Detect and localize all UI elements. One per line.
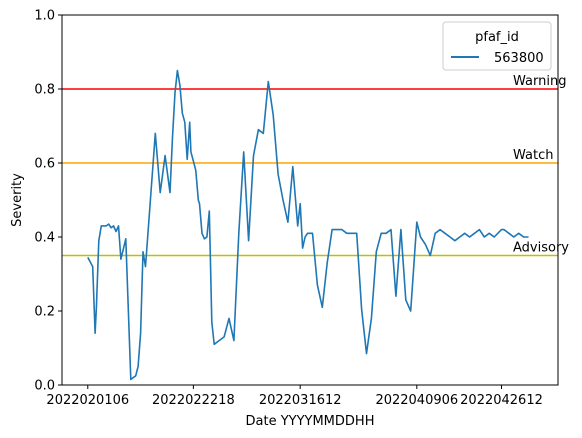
threshold-lines bbox=[62, 88, 558, 257]
x-axis-ticks: 2022020106 2022022218 2022031612 2022040906… bbox=[46, 385, 543, 408]
x-tick-label: 2022040906 bbox=[375, 393, 458, 408]
threshold-label-watch: Watch bbox=[513, 148, 553, 163]
series-lines bbox=[87, 69, 529, 381]
plot-area-frame bbox=[61, 14, 559, 386]
x-tick-label: 2022020106 bbox=[46, 393, 129, 408]
y-tick-label: 0.6 bbox=[34, 157, 55, 172]
legend-label-563800: 563800 bbox=[494, 51, 544, 66]
series-line-563800 bbox=[87, 69, 529, 381]
y-tick-label: 0.0 bbox=[34, 379, 55, 394]
y-tick-label: 0.2 bbox=[34, 305, 55, 320]
threshold-label-advisory: Advisory bbox=[513, 241, 569, 256]
x-tick-label: 2022031612 bbox=[259, 393, 342, 408]
y-tick-label: 0.8 bbox=[34, 83, 55, 98]
x-tick-label: 2022042612 bbox=[460, 393, 543, 408]
y-tick-label: 1.0 bbox=[34, 9, 55, 24]
y-axis-label: Severity bbox=[10, 173, 25, 227]
legend: pfaf_id 563800 bbox=[442, 21, 552, 71]
threshold-label-warning: Warning bbox=[513, 74, 566, 89]
x-axis-label: Date YYYYMMDDHH bbox=[246, 414, 375, 429]
y-tick-label: 0.4 bbox=[34, 231, 55, 246]
x-tick-label: 2022022218 bbox=[152, 393, 235, 408]
y-axis-ticks: 0.0 0.2 0.4 0.6 0.8 1.0 bbox=[34, 9, 62, 394]
legend-title: pfaf_id bbox=[475, 30, 519, 45]
threshold-labels: Warning Watch Advisory bbox=[513, 74, 569, 256]
